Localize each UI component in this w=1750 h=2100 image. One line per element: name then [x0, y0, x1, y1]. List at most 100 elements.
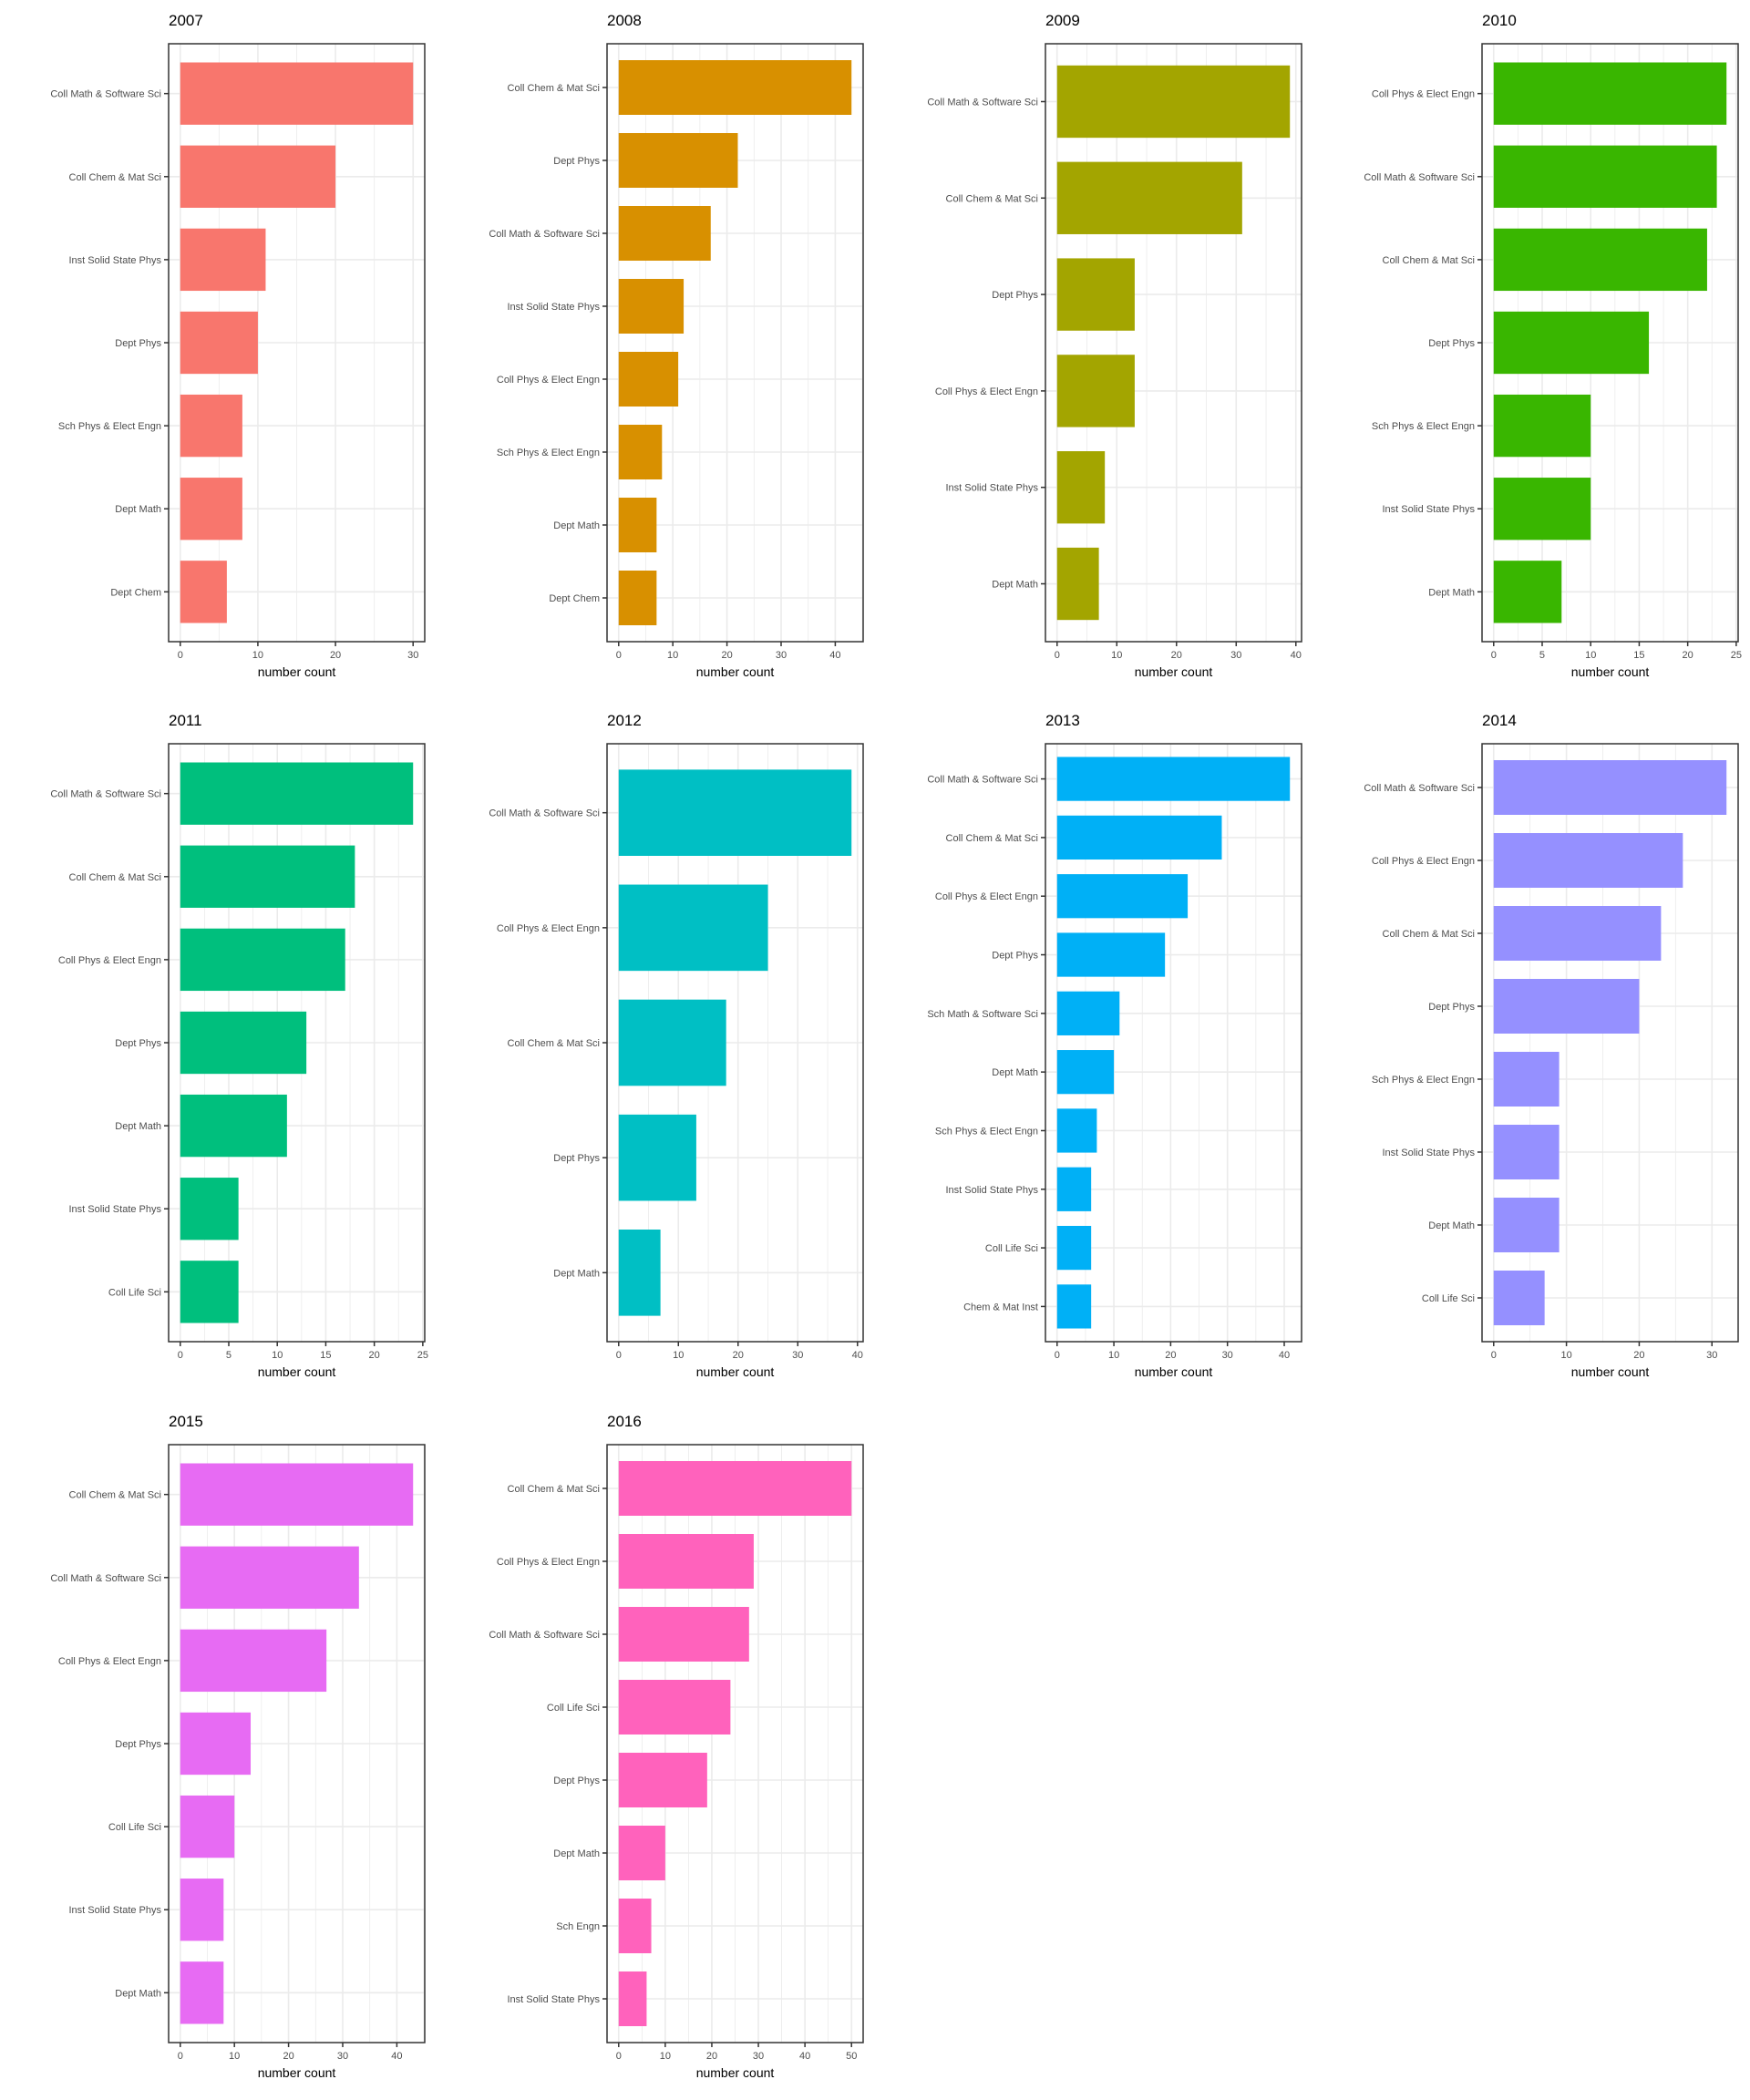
x-tick-label: 10 [1585, 650, 1596, 661]
x-tick-label: 20 [283, 2051, 293, 2062]
x-tick-label: 40 [799, 2051, 810, 2062]
y-tick-label: Coll Math & Software Sci [50, 1573, 161, 1584]
bar [618, 425, 663, 479]
x-tick-label: 0 [1491, 1350, 1497, 1361]
y-tick-label: Dept Math [115, 1121, 161, 1132]
x-tick-label: 0 [178, 650, 183, 661]
y-tick-label: Inst Solid State Phys [946, 1185, 1039, 1196]
x-tick-label: 10 [229, 2051, 240, 2062]
y-tick-label: Coll Math & Software Sci [1364, 783, 1475, 794]
bar [1493, 1125, 1560, 1179]
bar [618, 1607, 749, 1662]
y-tick-label: Coll Math & Software Sci [50, 89, 161, 100]
x-axis-label: number count [258, 664, 336, 679]
x-tick-label: 0 [616, 1350, 622, 1361]
bar [1493, 1198, 1560, 1252]
y-tick-label: Coll Phys & Elect Engn [497, 375, 600, 386]
y-tick-label: Dept Math [553, 1268, 600, 1279]
y-tick-label: Coll Chem & Mat Sci [1383, 255, 1475, 266]
x-tick-label: 0 [178, 2051, 183, 2062]
y-tick-label: Dept Math [115, 504, 161, 515]
x-axis-label: number count [258, 1364, 336, 1379]
panel-title: 2009 [1045, 12, 1080, 29]
y-tick-label: Dept Math [1428, 587, 1475, 598]
bar [1056, 1167, 1092, 1211]
y-tick-label: Dept Phys [115, 1038, 161, 1049]
y-tick-label: Dept Math [992, 580, 1038, 591]
y-tick-label: Coll Phys & Elect Engn [935, 891, 1038, 902]
y-tick-label: Dept Math [553, 1848, 600, 1859]
x-tick-label: 15 [1633, 650, 1644, 661]
bar [618, 999, 726, 1086]
y-tick-label: Coll Math & Software Sci [489, 808, 600, 819]
bar [1493, 760, 1727, 815]
y-tick-label: Sch Phys & Elect Engn [1372, 421, 1475, 432]
bar [1056, 932, 1166, 977]
x-tick-label: 30 [1706, 1350, 1717, 1361]
panel-2008: Coll Chem & Mat Sci Dept Phys Coll Math & … [489, 12, 864, 679]
x-tick-label: 40 [852, 1350, 863, 1361]
bar [180, 762, 414, 825]
bar [1493, 833, 1683, 888]
y-tick-label: Coll Phys & Elect Engn [497, 1557, 600, 1568]
y-tick-label: Coll Chem & Mat Sci [508, 1484, 600, 1495]
y-tick-label: Coll Life Sci [1422, 1293, 1475, 1304]
y-tick-label: Coll Math & Software Sci [927, 775, 1038, 786]
bar [1056, 757, 1291, 801]
bar [618, 1534, 754, 1589]
bar [1493, 478, 1591, 540]
bar [618, 571, 657, 625]
x-tick-label: 0 [1055, 650, 1060, 661]
x-axis-label: number count [258, 2065, 336, 2080]
x-tick-label: 10 [272, 1350, 283, 1361]
x-tick-label: 10 [673, 1350, 684, 1361]
bar [1056, 1108, 1097, 1153]
y-tick-label: Coll Chem & Mat Sci [508, 83, 600, 94]
x-axis-label: number count [1135, 1364, 1213, 1379]
bar [1493, 145, 1717, 208]
panel-border [1481, 743, 1739, 1343]
y-tick-label: Dept Phys [1428, 1002, 1475, 1013]
y-tick-label: Inst Solid State Phys [69, 1905, 162, 1916]
x-tick-label: 20 [706, 2051, 717, 2062]
y-tick-label: Coll Chem & Mat Sci [69, 1490, 161, 1501]
bar [1056, 1225, 1092, 1271]
y-tick-label: Dept Math [553, 520, 600, 531]
panel-border [168, 43, 426, 643]
bar [1056, 65, 1291, 139]
bar [180, 1879, 224, 1941]
bar [618, 1680, 731, 1735]
y-tick-label: Dept Phys [115, 338, 161, 349]
x-tick-label: 0 [616, 650, 622, 661]
y-tick-label: Coll Math & Software Sci [50, 789, 161, 800]
bar [180, 1546, 359, 1609]
x-tick-label: 0 [1055, 1350, 1060, 1361]
panel-title: 2008 [607, 12, 642, 29]
x-tick-label: 20 [1171, 650, 1182, 661]
x-tick-label: 20 [733, 1350, 744, 1361]
y-tick-label: Dept Chem [549, 593, 600, 604]
panel-title: 2014 [1482, 712, 1517, 729]
bar [618, 498, 657, 552]
panel-border [168, 743, 426, 1343]
y-tick-label: Sch Phys & Elect Engn [58, 421, 161, 432]
y-tick-label: Dept Phys [553, 1153, 600, 1164]
bar [180, 1463, 414, 1526]
x-tick-label: 20 [330, 650, 341, 661]
x-axis-label: number count [1571, 664, 1650, 679]
y-tick-label: Dept Chem [110, 587, 161, 598]
bar [618, 206, 711, 261]
panel-border [1045, 743, 1302, 1343]
bar [180, 1961, 224, 2024]
bar [1056, 258, 1135, 331]
panel-2015: Coll Chem & Mat Sci Coll Math & Software … [50, 1413, 426, 2080]
bar [180, 845, 355, 908]
bar [180, 478, 242, 540]
bar [618, 1461, 852, 1516]
y-tick-label: Coll Phys & Elect Engn [58, 955, 161, 966]
bar [180, 1629, 327, 1693]
y-tick-label: Coll Life Sci [547, 1703, 600, 1714]
y-tick-label: Coll Phys & Elect Engn [935, 386, 1038, 397]
x-tick-label: 10 [252, 650, 263, 661]
y-tick-label: Chem & Mat Inst [963, 1302, 1038, 1312]
